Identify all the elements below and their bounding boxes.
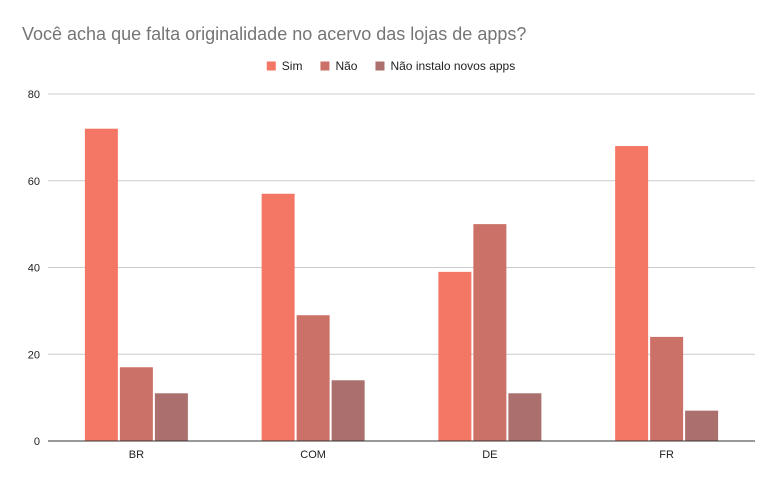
- legend-label: Não: [335, 59, 357, 73]
- legend-label: Sim: [282, 59, 303, 73]
- y-axis-ticks: 0 20 40 60 80: [28, 89, 40, 448]
- x-axis-labels: BR COM DE FR: [129, 449, 674, 461]
- bar-de-series-2: [473, 224, 507, 441]
- legend-swatch: [375, 61, 385, 71]
- y-tick-label: 60: [28, 176, 40, 188]
- gridlines: [48, 93, 755, 355]
- bar-fr-series-2: [650, 336, 684, 441]
- legend: Sim Não Não instalo novos apps: [266, 59, 515, 73]
- y-tick-label: 20: [28, 349, 40, 361]
- bar-fr-series-1: [615, 146, 649, 442]
- legend-label: Não instalo novos apps: [390, 59, 515, 73]
- bar-com-series-1: [261, 193, 295, 441]
- x-category-label: FR: [659, 449, 674, 461]
- bar-com-series-2: [296, 315, 330, 441]
- legend-swatch: [266, 61, 276, 71]
- bar-br-series-2: [119, 367, 153, 441]
- bar-br-series-3: [154, 393, 188, 441]
- x-category-label: BR: [129, 449, 144, 461]
- y-tick-label: 40: [28, 263, 40, 275]
- bar-br-series-1: [84, 128, 118, 441]
- y-tick-label: 0: [34, 436, 40, 448]
- bar-com-series-3: [331, 380, 365, 441]
- bar-de-series-3: [508, 393, 542, 441]
- legend-swatch: [320, 61, 330, 71]
- bar-de-series-1: [438, 271, 472, 441]
- y-tick-label: 80: [28, 89, 40, 101]
- x-category-label: DE: [482, 449, 497, 461]
- chart-title: Você acha que falta originalidade no ace…: [22, 24, 526, 44]
- bars: [84, 128, 719, 442]
- x-category-label: COM: [300, 449, 326, 461]
- bar-fr-series-3: [685, 410, 719, 441]
